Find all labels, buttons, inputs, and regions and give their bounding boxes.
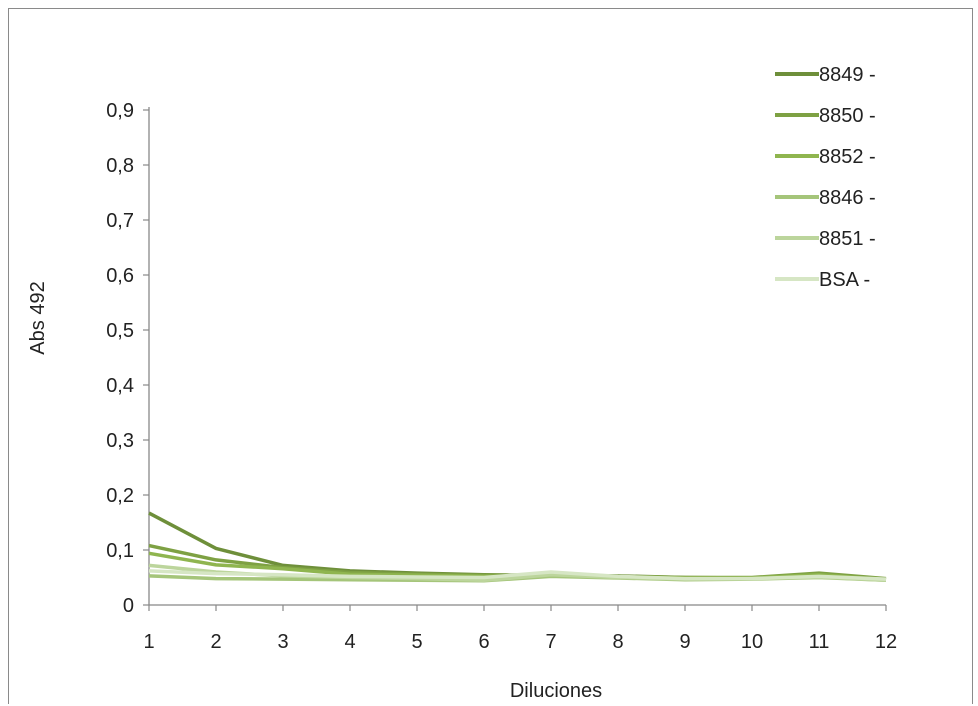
legend: 8849 - 8850 - 8852 - 8846 - 8851 - BSA -	[775, 64, 876, 291]
y-tick-label: 0,9	[106, 100, 134, 122]
axes: 00,10,20,30,40,50,60,70,80,91 2 3 4 5 6 7 8 9 10 1…	[106, 100, 897, 653]
x-tick-label: 6	[478, 631, 489, 653]
x-tick-label: 9	[679, 631, 690, 653]
y-tick-label: 0,5	[106, 320, 134, 342]
legend-label: 8846 -	[819, 187, 876, 209]
x-axis-title: Diluciones	[510, 680, 602, 702]
series-lines	[149, 513, 886, 581]
x-tick-label: 1	[143, 631, 154, 653]
y-tick-label: 0,8	[106, 155, 134, 177]
x-tick-label: 2	[210, 631, 221, 653]
y-tick-label: 0,6	[106, 265, 134, 287]
y-tick-label: 0,4	[106, 375, 134, 397]
x-tick-label: 3	[277, 631, 288, 653]
y-tick-label: 0,2	[106, 485, 134, 507]
legend-label: 8851 -	[819, 228, 876, 250]
y-axis-title: Abs 492	[27, 281, 49, 354]
y-tick-label: 0,1	[106, 540, 134, 562]
x-tick-label: 4	[344, 631, 355, 653]
y-tick-label: 0,3	[106, 430, 134, 452]
y-tick-label: 0	[123, 595, 134, 617]
x-tick-label: 12	[875, 631, 897, 653]
x-tick-label: 11	[809, 631, 830, 653]
y-tick-label: 0,7	[106, 210, 134, 232]
legend-label: 8850 -	[819, 105, 876, 127]
x-tick-label: 10	[741, 631, 763, 653]
x-tick-label: 5	[411, 631, 422, 653]
series-line-1	[149, 513, 886, 579]
x-tick-label: 7	[545, 631, 556, 653]
legend-label: 8849 -	[819, 64, 876, 86]
legend-label: BSA -	[819, 269, 870, 291]
x-tick-label: 8	[612, 631, 623, 653]
legend-label: 8852 -	[819, 146, 876, 168]
